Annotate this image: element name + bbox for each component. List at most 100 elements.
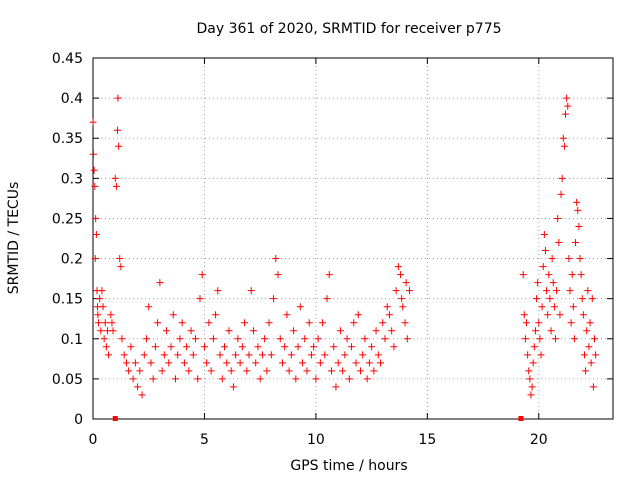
data-point	[99, 303, 107, 311]
data-point	[101, 319, 109, 327]
data-point	[89, 150, 97, 158]
data-point	[519, 271, 527, 279]
data-point	[263, 367, 271, 375]
data-point	[339, 367, 347, 375]
data-point	[272, 255, 280, 263]
data-point	[588, 295, 596, 303]
data-point	[388, 327, 396, 335]
data-point	[114, 94, 122, 102]
data-point	[537, 351, 545, 359]
data-point	[270, 295, 278, 303]
data-point	[558, 174, 566, 182]
data-point	[115, 142, 123, 150]
data-point	[198, 271, 206, 279]
y-tick-label: 0.35	[52, 131, 83, 147]
data-point	[350, 319, 358, 327]
data-point	[319, 319, 327, 327]
data-point	[549, 279, 557, 287]
data-point	[243, 367, 251, 375]
data-point	[189, 351, 197, 359]
data-point	[218, 375, 226, 383]
data-point	[584, 287, 592, 295]
data-point	[111, 174, 119, 182]
data-point	[236, 359, 244, 367]
data-point	[108, 319, 116, 327]
y-tick-label: 0.1	[61, 332, 83, 348]
x-axis-label: GPS time / hours	[290, 458, 407, 474]
data-point	[192, 335, 200, 343]
data-point	[287, 351, 295, 359]
data-point	[327, 367, 335, 375]
data-points	[89, 94, 600, 399]
data-point	[586, 319, 594, 327]
data-point	[398, 295, 406, 303]
data-point	[154, 319, 162, 327]
y-axis-label: SRMTID / TECUs	[6, 182, 22, 295]
data-point	[91, 255, 99, 263]
data-point	[312, 375, 320, 383]
data-point	[550, 303, 558, 311]
data-point	[379, 319, 387, 327]
y-tick-label: 0.45	[52, 51, 83, 67]
data-point	[336, 327, 344, 335]
data-point	[560, 142, 568, 150]
data-point	[524, 351, 532, 359]
data-point	[265, 319, 273, 327]
data-point	[394, 263, 402, 271]
data-point	[127, 343, 135, 351]
data-point	[160, 351, 168, 359]
data-point	[406, 287, 414, 295]
data-point	[576, 255, 584, 263]
y-tick-label: 0.3	[61, 171, 83, 187]
data-point	[249, 327, 257, 335]
x-tick-label: 15	[418, 432, 436, 448]
data-point	[343, 335, 351, 343]
data-point	[234, 335, 242, 343]
data-point	[556, 311, 564, 319]
data-point	[530, 343, 538, 351]
data-point	[136, 367, 144, 375]
data-point	[105, 351, 113, 359]
data-point	[290, 327, 298, 335]
data-point	[303, 367, 311, 375]
data-point	[330, 343, 338, 351]
data-point	[114, 126, 122, 134]
data-point	[107, 311, 115, 319]
y-tick-label: 0.2	[61, 252, 83, 268]
data-point	[562, 110, 570, 118]
data-point	[205, 319, 213, 327]
data-point	[94, 311, 102, 319]
data-point	[183, 343, 191, 351]
data-point	[241, 319, 249, 327]
data-point	[563, 94, 571, 102]
data-point	[370, 367, 378, 375]
data-point	[200, 343, 208, 351]
data-point	[316, 359, 324, 367]
data-point	[568, 271, 576, 279]
data-point	[582, 367, 590, 375]
data-point	[274, 271, 282, 279]
data-point	[185, 367, 193, 375]
x-tick-label: 5	[200, 432, 209, 448]
data-point	[256, 375, 264, 383]
data-point	[292, 375, 300, 383]
data-point	[575, 222, 583, 230]
data-point	[372, 327, 380, 335]
data-point	[129, 375, 137, 383]
data-point	[383, 303, 391, 311]
data-point	[216, 351, 224, 359]
data-point	[209, 335, 217, 343]
data-point	[138, 391, 146, 399]
data-point	[267, 351, 275, 359]
data-point	[158, 367, 166, 375]
data-point	[90, 166, 98, 174]
x-tick-label: 0	[89, 432, 98, 448]
data-point	[276, 335, 284, 343]
data-point	[301, 335, 309, 343]
x-axis: 0 5 10 15 20	[89, 58, 548, 448]
data-point	[539, 263, 547, 271]
data-point	[589, 383, 597, 391]
data-point	[96, 295, 104, 303]
data-point	[149, 375, 157, 383]
data-point	[399, 303, 407, 311]
